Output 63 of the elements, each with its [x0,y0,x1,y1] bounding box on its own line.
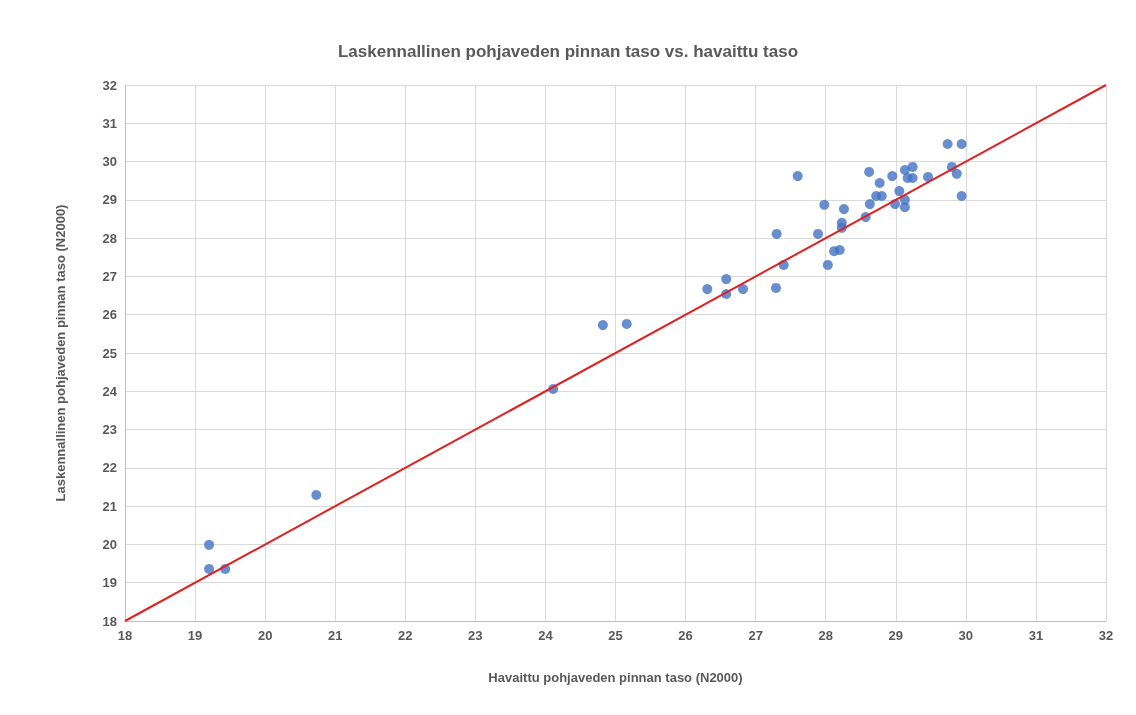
x-axis-title: Havaittu pohjaveden pinnan taso (N2000) [488,670,743,685]
point [771,228,782,239]
y-tick-label: 18 [102,613,117,629]
x-tick-label: 28 [818,628,833,643]
y-tick-label: 25 [102,345,117,361]
point [894,186,905,197]
x-tick-label: 26 [678,628,693,643]
point [907,173,918,184]
point [887,171,898,182]
y-tick-label: 24 [102,383,118,399]
point [792,171,803,182]
point [956,138,967,149]
point [819,199,830,210]
y-tick-label: 21 [102,498,117,514]
point [597,320,608,331]
chart-title: Laskennallinen pohjaveden pinnan taso vs. havaittu taso [337,42,799,61]
x-tick-label: 31 [1028,628,1044,643]
x-tick-label: 18 [117,628,133,643]
point [204,563,215,574]
x-tick-label: 20 [257,628,273,643]
x-tick-label: 23 [468,628,483,643]
point [942,138,953,149]
point [864,199,875,210]
point [738,284,749,295]
point [899,202,910,213]
point [838,204,849,215]
point [951,168,962,179]
point [204,539,215,550]
point [956,191,967,202]
y-tick-label: 28 [102,230,117,246]
x-tick-label: 29 [888,628,904,643]
point [770,282,781,293]
x-tick-label: 24 [538,628,554,643]
x-tick-label: 32 [1098,628,1114,643]
point [907,161,918,172]
y-tick-label: 27 [102,268,117,284]
x-tick-label: 22 [398,628,413,643]
y-tick-label: 19 [102,575,117,591]
x-tick-label: 25 [608,628,623,643]
y-tick-label: 31 [102,115,117,131]
point [923,171,934,182]
y-tick-label: 23 [102,422,117,438]
point [311,490,322,501]
point [876,191,887,202]
x-tick-label: 30 [958,628,974,643]
point [621,318,632,329]
point [874,178,885,189]
y-tick-label: 30 [102,154,117,170]
point [834,245,845,256]
x-tick-label: 21 [327,628,343,643]
y-tick-label: 32 [102,77,117,93]
point [702,284,713,295]
y-axis-title: Laskennallinen pohjaveden pinnan taso (N2000) [53,204,68,502]
y-tick-label: 22 [102,460,117,476]
point [864,166,875,177]
x-tick-label: 27 [748,628,763,643]
y-tick-label: 20 [102,536,117,552]
point [721,274,732,285]
point [813,228,824,239]
x-tick-label: 19 [187,628,203,643]
y-tick-label: 26 [102,307,117,323]
point [822,259,833,270]
y-tick-label: 29 [102,192,117,208]
